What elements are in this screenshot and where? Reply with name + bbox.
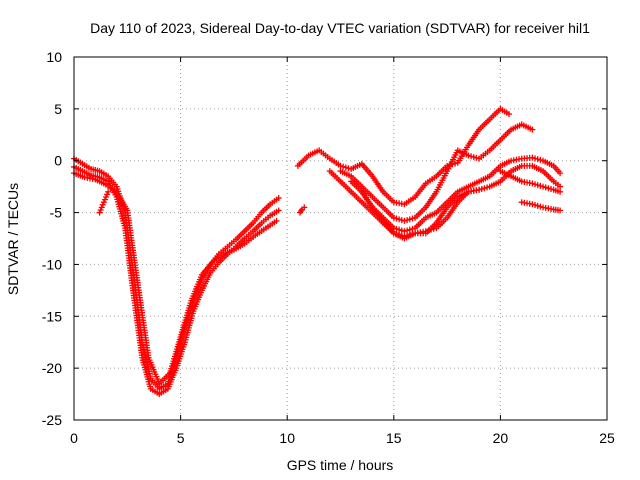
chart-title: Day 110 of 2023, Sidereal Day-to-day VTE…	[90, 20, 590, 36]
y-tick-label: -20	[42, 360, 62, 376]
x-axis-ticks: 0 5 10 15 20 25	[70, 57, 615, 446]
data-point	[406, 216, 413, 223]
y-tick-label: 0	[54, 153, 62, 169]
data-point	[340, 163, 347, 170]
x-tick-label: 15	[386, 430, 402, 446]
data-point	[534, 182, 541, 189]
data-point	[468, 153, 475, 160]
data-point	[273, 217, 280, 224]
series-sat-10	[518, 199, 564, 214]
data-point	[537, 203, 544, 210]
y-tick-label: -25	[42, 412, 62, 428]
data-point	[557, 183, 564, 190]
y-tick-label: -5	[50, 205, 63, 221]
data-point	[393, 225, 400, 232]
data-points	[71, 105, 564, 398]
x-tick-label: 25	[599, 430, 615, 446]
data-point	[342, 164, 349, 171]
data-point	[478, 185, 485, 192]
y-tick-label: 10	[46, 49, 62, 65]
data-point	[476, 186, 483, 193]
series-sat-5	[337, 121, 536, 224]
y-axis-ticks: -25 -20 -15 -10 -5 0 5 10	[42, 49, 607, 428]
series-sat-3	[71, 170, 280, 387]
x-tick-label: 5	[177, 430, 185, 446]
data-point	[401, 217, 408, 224]
data-point	[404, 217, 411, 224]
data-point	[409, 215, 416, 222]
data-point	[557, 170, 564, 177]
data-point	[105, 188, 112, 195]
data-point	[529, 126, 536, 133]
data-point	[545, 185, 552, 192]
data-point	[390, 214, 397, 221]
data-point	[505, 111, 512, 118]
data-point	[529, 201, 536, 208]
data-point	[275, 195, 282, 202]
data-point	[481, 185, 488, 192]
x-axis-label: GPS time / hours	[287, 457, 394, 473]
data-point	[557, 188, 564, 195]
data-point	[465, 152, 472, 159]
series-sat-12	[96, 188, 112, 216]
data-point	[396, 216, 403, 223]
data-point	[529, 180, 536, 187]
data-point	[532, 155, 539, 162]
y-tick-label: -10	[42, 256, 62, 272]
plot-frame	[73, 56, 608, 421]
data-point	[537, 156, 544, 163]
data-point	[337, 162, 344, 169]
data-point	[470, 154, 477, 161]
grid-lines	[74, 57, 607, 420]
series-sat-6	[348, 154, 564, 235]
x-tick-label: 10	[279, 430, 295, 446]
series-sat-2	[71, 163, 282, 398]
data-point	[534, 202, 541, 209]
series-sat-9	[497, 168, 564, 195]
data-point	[534, 156, 541, 163]
x-tick-label: 20	[493, 430, 509, 446]
x-tick-label: 0	[70, 430, 78, 446]
data-point	[529, 154, 536, 161]
series-sat-8	[326, 168, 483, 242]
data-point	[537, 182, 544, 189]
data-point	[557, 207, 564, 214]
data-point	[301, 204, 308, 211]
data-point	[540, 183, 547, 190]
series-sat-11	[296, 204, 308, 216]
series-sat-4	[294, 105, 512, 208]
data-point	[409, 225, 416, 232]
data-point	[484, 184, 491, 191]
data-point	[275, 207, 282, 214]
y-axis-label: SDTVAR / TECUs	[5, 183, 21, 295]
data-point	[398, 227, 405, 234]
data-point	[532, 202, 539, 209]
data-point	[404, 227, 411, 234]
y-tick-label: -15	[42, 308, 62, 324]
data-point	[396, 226, 403, 233]
data-point	[548, 185, 555, 192]
data-point	[398, 217, 405, 224]
data-point	[393, 215, 400, 222]
data-point	[473, 154, 480, 161]
data-point	[542, 184, 549, 191]
y-tick-label: 5	[54, 101, 62, 117]
data-point	[532, 181, 539, 188]
data-point	[406, 226, 413, 233]
data-point	[401, 228, 408, 235]
